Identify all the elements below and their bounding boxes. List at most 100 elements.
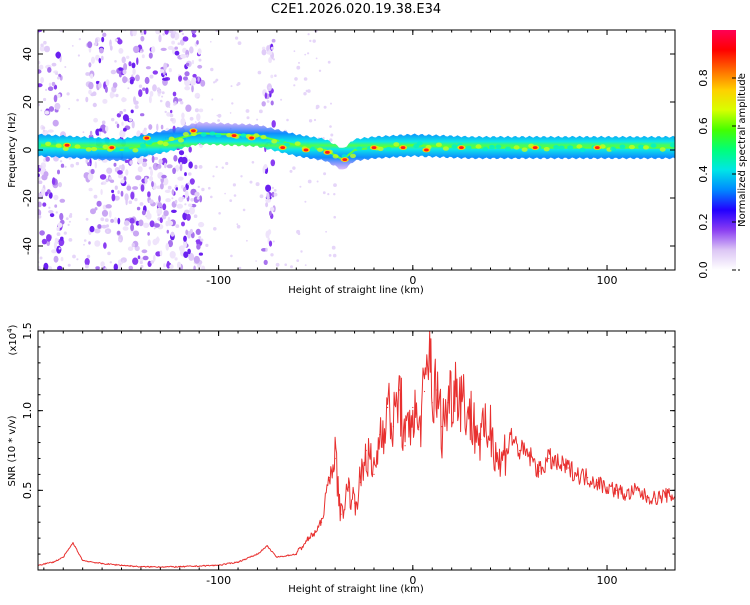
noise-speck — [178, 150, 185, 156]
spectrogram-ytick-label: 20 — [21, 95, 34, 109]
noise-speck — [109, 45, 113, 51]
snr-point — [120, 564, 123, 566]
noise-speck — [38, 60, 41, 65]
snr-point — [447, 402, 449, 404]
background-speck — [174, 184, 178, 188]
background-speck — [128, 200, 133, 204]
noise-speck — [179, 39, 185, 46]
band-blob — [114, 147, 120, 153]
snr-point — [387, 406, 389, 409]
background-speck — [148, 166, 152, 170]
noise-speck — [126, 185, 132, 191]
background-speck — [303, 77, 308, 81]
snr-point — [418, 429, 420, 431]
noise-speck — [53, 194, 59, 201]
noise-speck — [106, 167, 113, 174]
band-blob — [416, 141, 423, 146]
noise-speck — [128, 61, 132, 67]
background-speck — [64, 66, 67, 68]
band-blob — [356, 146, 363, 151]
background-speck — [198, 58, 202, 62]
background-speck — [38, 214, 42, 219]
noise-speck — [118, 173, 124, 179]
background-speck — [330, 133, 334, 137]
noise-speck — [53, 94, 58, 103]
noise-speck — [261, 49, 267, 56]
noise-speck — [158, 158, 163, 165]
snr-xtick-label: 0 — [409, 574, 416, 587]
noise-speck — [201, 265, 206, 270]
noise-speck — [183, 241, 188, 248]
noise-speck — [174, 101, 177, 105]
band-blob — [283, 142, 290, 147]
spectrogram-xlabel: Height of straight line (km) — [288, 285, 424, 296]
noise-speck — [149, 90, 154, 97]
background-speck — [229, 112, 232, 114]
noise-speck — [198, 108, 204, 113]
noise-speck — [142, 129, 147, 137]
noise-speck — [97, 224, 102, 229]
noise-speck — [166, 164, 173, 169]
noise-speck — [189, 254, 195, 260]
noise-speck — [125, 198, 128, 206]
noise-speck — [146, 210, 150, 218]
background-speck — [180, 101, 184, 105]
noise-speck — [122, 226, 129, 231]
snr-ytick-label: 0.5 — [21, 482, 34, 500]
noise-speck — [171, 209, 177, 213]
background-speck — [122, 260, 125, 263]
background-speck — [71, 45, 74, 47]
band-blob — [659, 147, 666, 152]
snr-point — [625, 494, 628, 496]
band-blob — [567, 145, 574, 150]
noise-speck — [60, 236, 64, 241]
background-speck — [316, 180, 319, 183]
noise-speck — [135, 175, 142, 181]
background-speck — [48, 206, 51, 209]
background-speck — [201, 187, 205, 192]
noise-speck — [183, 76, 188, 81]
noise-speck — [140, 184, 145, 192]
background-speck — [82, 131, 85, 134]
background-speck — [304, 53, 307, 56]
noise-speck — [87, 41, 93, 49]
noise-speck — [156, 236, 160, 244]
hotspot-core — [342, 158, 348, 162]
noise-speck — [196, 40, 199, 45]
band-blob — [55, 143, 62, 148]
background-speck — [100, 182, 104, 185]
noise-speck — [164, 30, 169, 35]
snr-point — [320, 521, 323, 523]
background-speck — [153, 227, 156, 230]
noise-speck — [271, 191, 275, 198]
background-speck — [134, 105, 139, 109]
background-speck — [143, 156, 146, 159]
noise-speck — [143, 222, 150, 228]
band-blob — [377, 146, 384, 152]
noise-speck — [189, 228, 193, 234]
noise-speck — [94, 228, 101, 234]
spectrogram-xtick-label: 100 — [597, 274, 618, 287]
background-speck — [273, 192, 278, 197]
noise-speck — [38, 83, 43, 88]
noise-speck — [114, 185, 118, 190]
snr-multiplier-base: (x10 — [8, 333, 19, 356]
noise-speck — [181, 121, 185, 125]
noise-speck — [41, 188, 46, 196]
background-speck — [292, 166, 296, 170]
background-speck — [271, 186, 274, 189]
noise-speck — [39, 45, 45, 52]
noise-speck — [151, 46, 156, 53]
background-speck — [108, 176, 112, 180]
noise-speck — [91, 56, 95, 64]
background-speck — [39, 165, 43, 169]
background-speck — [181, 32, 185, 36]
band-blob — [451, 144, 458, 149]
noise-speck — [51, 62, 57, 67]
noise-speck — [266, 192, 270, 200]
noise-speck — [167, 240, 173, 248]
background-speck — [118, 165, 123, 169]
background-speck — [230, 85, 233, 88]
band-blob — [465, 145, 472, 150]
background-speck — [86, 254, 91, 259]
